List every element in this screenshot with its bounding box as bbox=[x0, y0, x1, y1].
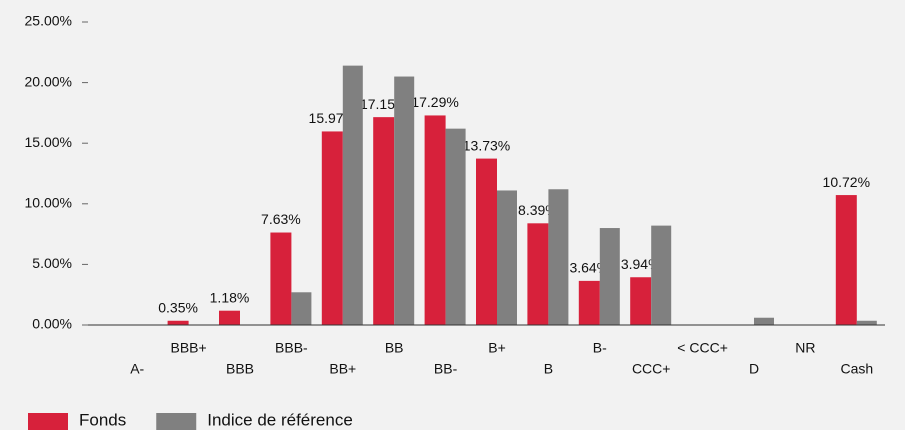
bar bbox=[651, 225, 672, 325]
y-tick-label: 15.00% bbox=[25, 134, 72, 150]
x-tick-label: B- bbox=[593, 340, 607, 356]
x-tick-label: < CCC+ bbox=[677, 340, 728, 356]
bar bbox=[424, 115, 446, 326]
data-label: 0.35% bbox=[158, 299, 198, 315]
bar bbox=[167, 320, 189, 325]
bar bbox=[291, 292, 312, 325]
bar bbox=[497, 190, 517, 325]
x-tick-label: NR bbox=[795, 340, 815, 356]
data-label: 3.64% bbox=[569, 260, 609, 276]
x-tick-label: B bbox=[544, 361, 553, 377]
x-tick-label: BB bbox=[385, 340, 404, 356]
data-label: 7.63% bbox=[261, 211, 301, 227]
y-tick-label: 25.00% bbox=[25, 13, 72, 29]
bar bbox=[373, 117, 395, 325]
bar bbox=[394, 76, 415, 325]
x-tick-label: D bbox=[749, 361, 759, 377]
x-tick-label: A- bbox=[130, 361, 144, 377]
data-label: 8.39% bbox=[518, 202, 558, 218]
legend-swatch bbox=[156, 413, 197, 430]
bar bbox=[321, 131, 343, 325]
bar bbox=[219, 310, 240, 325]
bar bbox=[476, 158, 497, 325]
data-label: 13.73% bbox=[463, 137, 510, 153]
data-label: 3.94% bbox=[621, 256, 661, 272]
data-label: 17.29% bbox=[411, 94, 458, 110]
bar bbox=[754, 317, 774, 325]
x-tick-label: BB- bbox=[434, 361, 458, 377]
x-tick-label: Cash bbox=[840, 361, 873, 377]
bar bbox=[856, 320, 877, 325]
x-tick-label: B+ bbox=[488, 340, 506, 356]
y-tick-label: 5.00% bbox=[32, 255, 72, 271]
legend-swatch bbox=[28, 413, 68, 430]
bar bbox=[445, 128, 466, 325]
y-tick-label: 10.00% bbox=[25, 195, 72, 211]
x-tick-label: CCC+ bbox=[632, 361, 671, 377]
bar bbox=[527, 223, 549, 325]
x-tick-label: BB+ bbox=[329, 361, 356, 377]
data-label: 10.72% bbox=[823, 174, 870, 190]
bar bbox=[342, 65, 363, 325]
bar bbox=[630, 277, 652, 325]
bar bbox=[548, 189, 569, 325]
x-tick-label: BBB bbox=[226, 361, 254, 377]
y-tick-label: 20.00% bbox=[25, 73, 72, 89]
bar bbox=[599, 228, 620, 325]
data-label: 1.18% bbox=[210, 289, 250, 305]
bar bbox=[835, 195, 857, 325]
x-tick-label: BBB- bbox=[275, 340, 308, 356]
legend-label: Indice de référence bbox=[207, 410, 353, 429]
x-tick-label: BBB+ bbox=[170, 340, 206, 356]
y-tick-label: 0.00% bbox=[32, 316, 72, 332]
bar bbox=[270, 232, 292, 325]
bar bbox=[578, 280, 600, 325]
legend-label: Fonds bbox=[79, 410, 126, 429]
